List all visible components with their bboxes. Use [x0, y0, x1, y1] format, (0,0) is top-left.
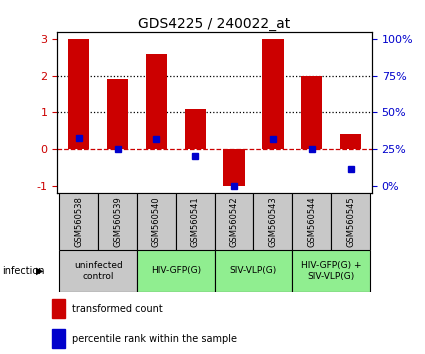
- Bar: [292, 250, 370, 292]
- Text: HIV-GFP(G) +
SIV-VLP(G): HIV-GFP(G) + SIV-VLP(G): [301, 261, 361, 280]
- Text: GSM560542: GSM560542: [230, 196, 238, 247]
- Bar: [107, 79, 128, 149]
- Bar: [184, 109, 206, 149]
- Bar: [52, 329, 65, 348]
- Text: GSM560545: GSM560545: [346, 196, 355, 247]
- Bar: [262, 39, 283, 149]
- Text: HIV-GFP(G): HIV-GFP(G): [151, 266, 201, 275]
- Bar: [253, 193, 292, 250]
- Text: GSM560544: GSM560544: [307, 196, 316, 247]
- Title: GDS4225 / 240022_at: GDS4225 / 240022_at: [139, 17, 291, 31]
- Bar: [215, 250, 292, 292]
- Text: GSM560541: GSM560541: [191, 196, 200, 247]
- Bar: [215, 193, 253, 250]
- Bar: [98, 193, 137, 250]
- Text: uninfected
control: uninfected control: [74, 261, 122, 280]
- Bar: [52, 299, 65, 318]
- Bar: [292, 193, 331, 250]
- Text: GSM560539: GSM560539: [113, 196, 122, 247]
- Text: SIV-VLP(G): SIV-VLP(G): [230, 266, 277, 275]
- Text: ▶: ▶: [36, 266, 43, 276]
- Text: transformed count: transformed count: [72, 304, 163, 314]
- Bar: [137, 193, 176, 250]
- Text: infection: infection: [2, 266, 45, 276]
- Bar: [146, 54, 167, 149]
- Text: GSM560543: GSM560543: [268, 196, 278, 247]
- Text: GSM560540: GSM560540: [152, 196, 161, 247]
- Bar: [68, 39, 89, 149]
- Bar: [60, 193, 98, 250]
- Bar: [340, 135, 361, 149]
- Bar: [137, 250, 215, 292]
- Bar: [176, 193, 215, 250]
- Text: GSM560538: GSM560538: [74, 196, 83, 247]
- Bar: [60, 250, 137, 292]
- Bar: [331, 193, 370, 250]
- Bar: [301, 76, 323, 149]
- Text: percentile rank within the sample: percentile rank within the sample: [72, 333, 237, 343]
- Bar: [224, 149, 245, 185]
